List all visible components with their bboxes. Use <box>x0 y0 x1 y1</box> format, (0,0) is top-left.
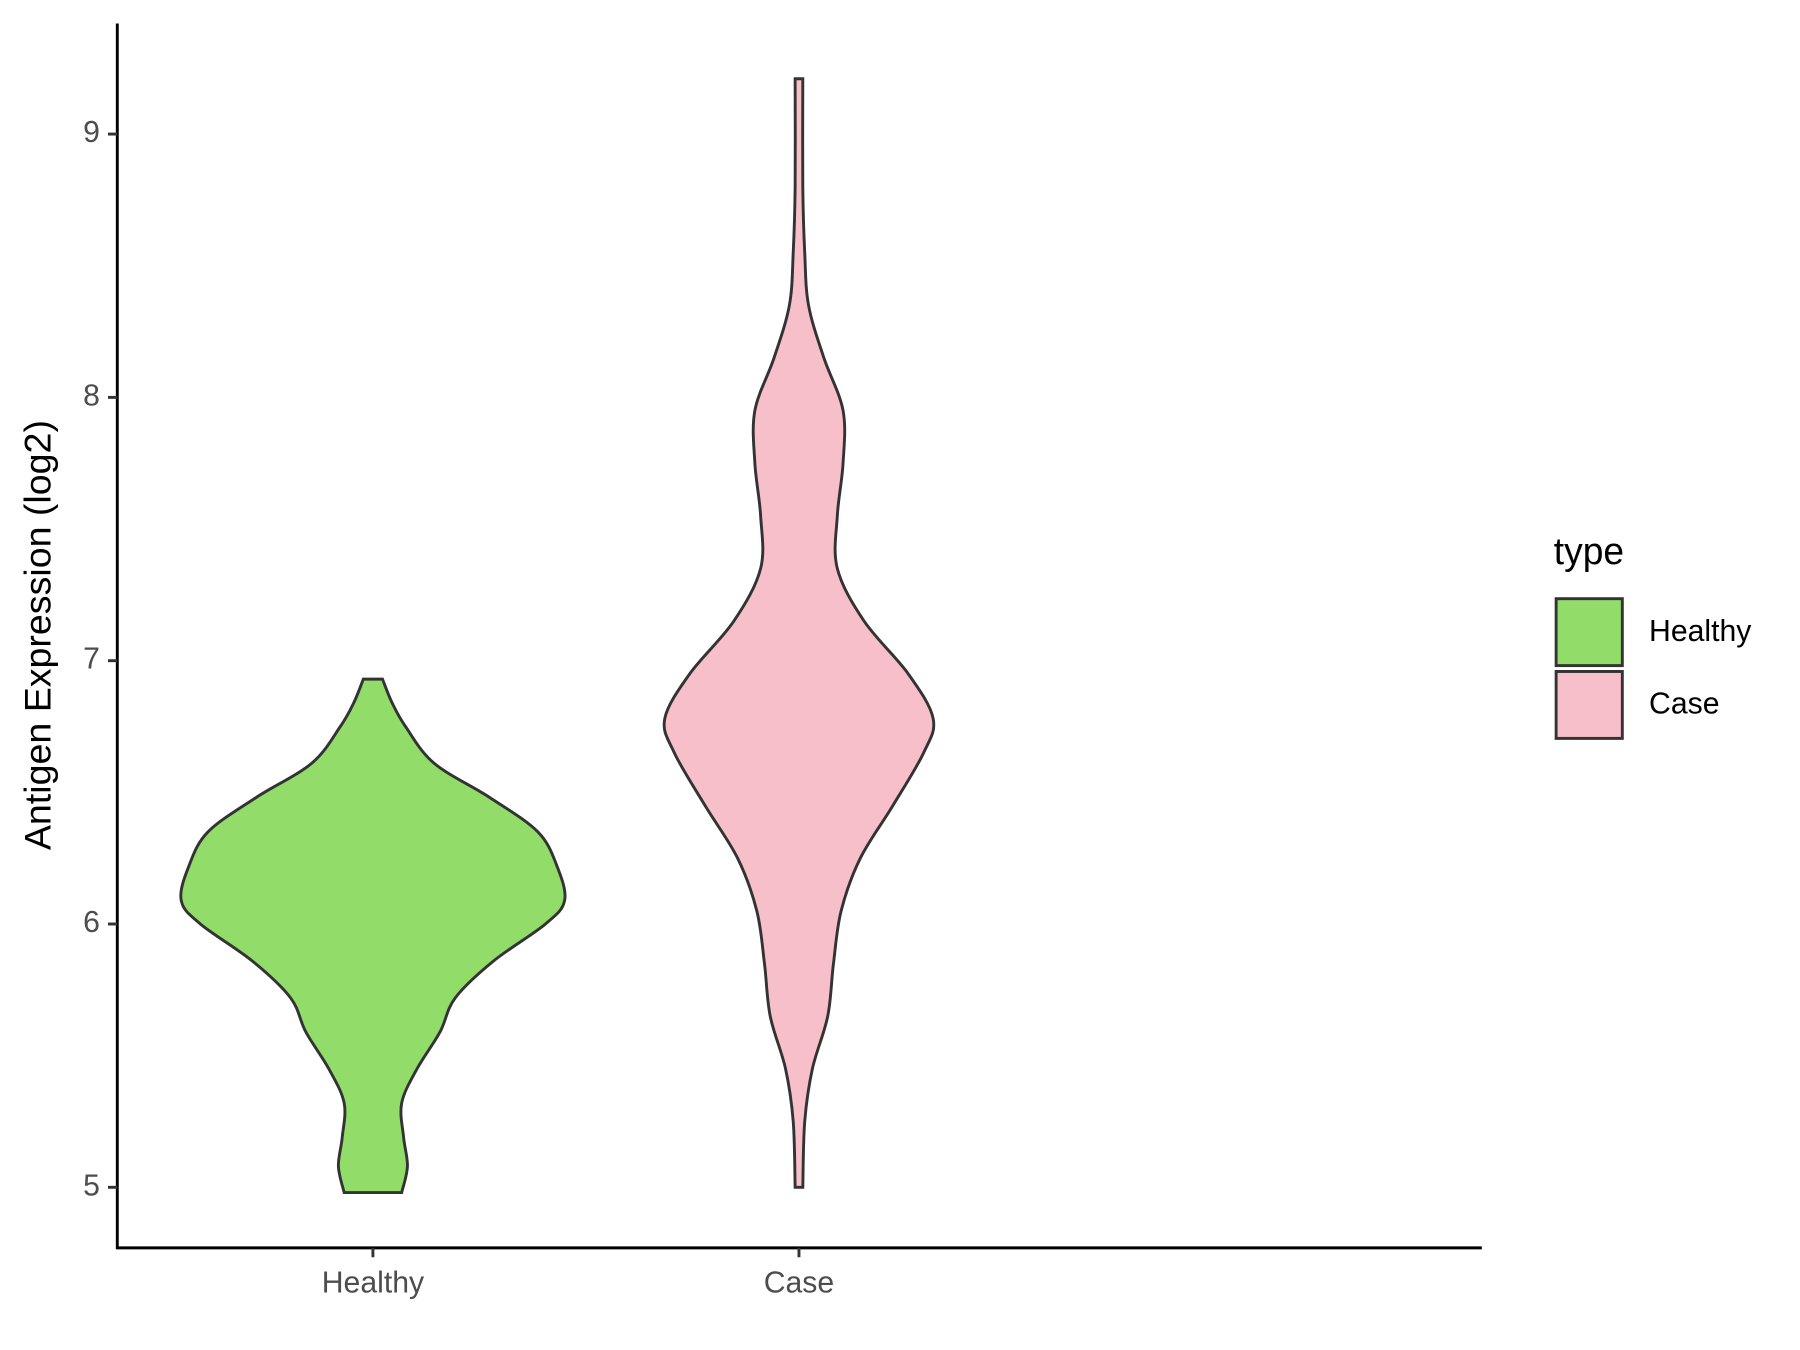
legend-label: Healthy <box>1649 615 1752 648</box>
x-tick-label: Healthy <box>322 1266 425 1299</box>
y-tick-label: 6 <box>83 906 100 939</box>
y-tick-label: 5 <box>83 1169 100 1202</box>
violin <box>179 677 567 1195</box>
legend-label: Case <box>1649 687 1719 720</box>
legend-key <box>1554 597 1624 668</box>
y-tick-label: 8 <box>83 379 100 412</box>
y-tick-label: 7 <box>83 643 100 676</box>
legend-title: type <box>1554 530 1624 572</box>
y-tick-label: 9 <box>83 116 100 149</box>
x-tick-label: Case <box>764 1266 834 1299</box>
legend-key <box>1554 670 1624 740</box>
y-axis-title: Antigen Expression (log2) <box>17 420 59 850</box>
violin <box>662 77 936 1189</box>
